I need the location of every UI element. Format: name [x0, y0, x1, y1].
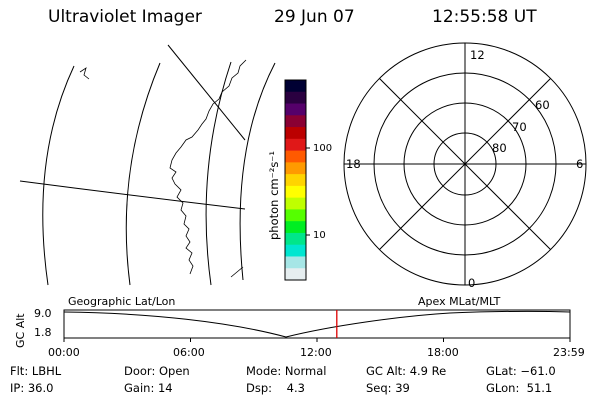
timeline-y-tick-high: 9.0	[34, 307, 52, 320]
colorbar-tick-label-100: 100	[313, 143, 332, 154]
colorbar-unit-label: photon cm⁻²s⁻¹	[267, 151, 281, 240]
timeline-y-tick-low: 1.8	[34, 326, 52, 339]
map-island-2	[230, 266, 244, 278]
gc-alt-field: GC Alt: 4.9 Re	[366, 364, 447, 378]
map-island-1	[79, 67, 90, 80]
x-tick-label-2: 12:00	[300, 346, 332, 359]
map-meridian-arc-1	[42, 65, 75, 286]
timeline-x-ticks	[63, 338, 571, 342]
mlat-label-70: 70	[512, 120, 527, 134]
mlt-label-bottom: 0	[468, 276, 475, 290]
polar-diagonal-2	[379, 78, 551, 250]
colorbar-border	[284, 79, 307, 281]
date-label: 29 Jun 07	[274, 7, 355, 27]
colorbar-stripe	[285, 209, 306, 222]
timeline-plot: GC Alt	[14, 309, 571, 348]
map-meridian-arc-3	[205, 61, 232, 286]
colorbar-stripe	[285, 244, 306, 258]
map-lat-line	[19, 180, 246, 210]
colorbar-stripe	[285, 103, 306, 116]
colorbar-stripe	[285, 127, 306, 140]
gain-field: Gain: 14	[124, 381, 173, 395]
seq-field: Seq: 39	[366, 381, 410, 395]
x-tick-label-0: 00:00	[48, 346, 80, 359]
map-meridian-arc-2	[125, 62, 161, 286]
colorbar-stripe	[285, 232, 306, 246]
colorbar-stripe	[285, 185, 306, 199]
colorbar-stripe	[285, 174, 306, 187]
timeline-right-caption: Apex MLat/MLT	[418, 295, 501, 308]
flt-field: Flt: LBHL	[10, 364, 62, 378]
glat-field: GLat: −61.0	[486, 364, 556, 378]
map-coastline	[169, 59, 247, 275]
colorbar-stripe	[285, 268, 306, 281]
colorbar-stripe	[285, 80, 306, 93]
map-meridian-arc-4	[239, 62, 276, 281]
colorbar-stripes	[285, 80, 306, 281]
glon-field: GLon: 51.1	[486, 381, 553, 395]
dsp-field: Dsp: 4.3	[246, 381, 305, 395]
timeline-frame	[63, 309, 571, 339]
colorbar-stripe	[285, 150, 306, 163]
time-label: 12:55:58 UT	[432, 7, 537, 27]
timeline-altitude-curve	[63, 310, 571, 338]
colorbar-stripe	[285, 91, 306, 105]
mlat-label-60: 60	[535, 98, 550, 112]
mlt-label-right: 6	[576, 157, 583, 171]
ip-field: IP: 36.0	[10, 381, 54, 395]
colorbar-stripe	[285, 138, 306, 152]
geographic-map	[19, 44, 276, 286]
colorbar-stripe	[285, 256, 306, 269]
instrument-title: Ultraviolet Imager	[48, 7, 202, 27]
mlat-label-80: 80	[492, 141, 507, 155]
x-tick-label-1: 06:00	[173, 346, 205, 359]
colorbar-stripe	[285, 115, 306, 128]
polar-plot	[343, 42, 587, 286]
timeline-left-caption: Geographic Lat/Lon	[68, 295, 176, 308]
mlt-label-left: 18	[346, 157, 361, 171]
colorbar-tick-label-10: 10	[313, 230, 326, 241]
x-tick-label-3: 18:00	[427, 346, 459, 359]
door-field: Door: Open	[124, 364, 190, 378]
colorbar-stripe	[285, 197, 306, 211]
timeline-y-axis-label: GC Alt	[14, 313, 27, 348]
colorbar: 100 10 photon cm⁻²s⁻¹	[267, 79, 332, 281]
mode-field: Mode: Normal	[246, 364, 327, 378]
map-diagonal-line	[167, 44, 246, 141]
colorbar-stripe	[285, 162, 306, 175]
mlt-label-top: 12	[470, 48, 485, 62]
x-tick-label-4: 23:59	[553, 346, 585, 359]
colorbar-stripe	[285, 221, 306, 234]
